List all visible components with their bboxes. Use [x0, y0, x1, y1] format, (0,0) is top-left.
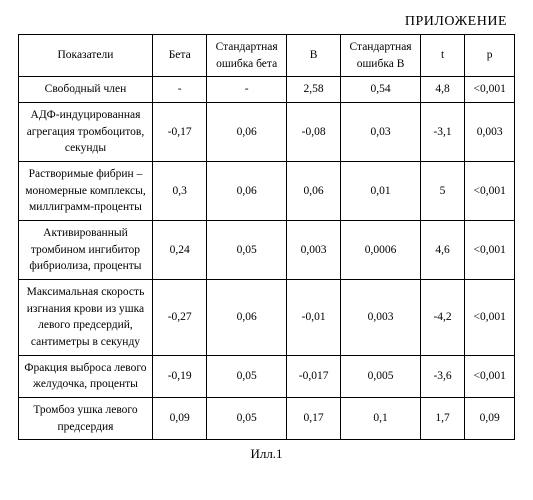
cell-p: 0,09 — [465, 398, 515, 440]
cell-se-b: 0,54 — [341, 77, 420, 103]
page: ПРИЛОЖЕНИЕ Показатели Бета Стандартная о… — [0, 0, 533, 470]
cell-label: Максимальная скорость изгнания крови из … — [19, 280, 153, 356]
table-header-row: Показатели Бета Стандартная ошибка бета … — [19, 35, 515, 77]
cell-beta: 0,3 — [152, 162, 207, 221]
table-row: Фракция выброса левого желудочка, процен… — [19, 355, 515, 397]
cell-label: Растворимые фибрин – мономерные комплекс… — [19, 162, 153, 221]
table-row: Тромбоз ушка левого предсердия 0,09 0,05… — [19, 398, 515, 440]
cell-b: -0,08 — [286, 103, 341, 162]
cell-p: <0,001 — [465, 280, 515, 356]
cell-se-beta: - — [207, 77, 286, 103]
cell-b: 2,58 — [286, 77, 341, 103]
cell-t: -3,6 — [420, 355, 465, 397]
cell-p: <0,001 — [465, 221, 515, 280]
cell-se-beta: 0,05 — [207, 398, 286, 440]
cell-se-beta: 0,06 — [207, 103, 286, 162]
col-header-b: B — [286, 35, 341, 77]
cell-t: 1,7 — [420, 398, 465, 440]
regression-table: Показатели Бета Стандартная ошибка бета … — [18, 34, 515, 440]
table-body: Свободный член - - 2,58 0,54 4,8 <0,001 … — [19, 77, 515, 440]
col-header-se-b: Стандартная ошибка B — [341, 35, 420, 77]
cell-p: 0,003 — [465, 103, 515, 162]
col-header-p: p — [465, 35, 515, 77]
cell-beta: -0,27 — [152, 280, 207, 356]
cell-b: 0,06 — [286, 162, 341, 221]
cell-se-b: 0,03 — [341, 103, 420, 162]
cell-b: -0,017 — [286, 355, 341, 397]
cell-beta: - — [152, 77, 207, 103]
cell-label: Свободный член — [19, 77, 153, 103]
cell-se-b: 0,1 — [341, 398, 420, 440]
table-row: АДФ-индуцированная агрегация тромбоцитов… — [19, 103, 515, 162]
cell-label: Фракция выброса левого желудочка, процен… — [19, 355, 153, 397]
col-header-indicator: Показатели — [19, 35, 153, 77]
table-row: Максимальная скорость изгнания крови из … — [19, 280, 515, 356]
cell-t: 5 — [420, 162, 465, 221]
cell-se-beta: 0,06 — [207, 280, 286, 356]
cell-se-beta: 0,06 — [207, 162, 286, 221]
col-header-se-beta: Стандартная ошибка бета — [207, 35, 286, 77]
col-header-beta: Бета — [152, 35, 207, 77]
table-row: Растворимые фибрин – мономерные комплекс… — [19, 162, 515, 221]
cell-b: -0,01 — [286, 280, 341, 356]
cell-beta: 0,09 — [152, 398, 207, 440]
appendix-label: ПРИЛОЖЕНИЕ — [18, 14, 515, 30]
cell-b: 0,17 — [286, 398, 341, 440]
cell-se-beta: 0,05 — [207, 221, 286, 280]
cell-se-b: 0,0006 — [341, 221, 420, 280]
cell-p: <0,001 — [465, 162, 515, 221]
cell-beta: -0,17 — [152, 103, 207, 162]
table-row: Свободный член - - 2,58 0,54 4,8 <0,001 — [19, 77, 515, 103]
cell-beta: 0,24 — [152, 221, 207, 280]
cell-b: 0,003 — [286, 221, 341, 280]
col-header-t: t — [420, 35, 465, 77]
cell-beta: -0,19 — [152, 355, 207, 397]
table-row: Активированный тромбином ингибитор фибри… — [19, 221, 515, 280]
cell-p: <0,001 — [465, 355, 515, 397]
cell-t: -4,2 — [420, 280, 465, 356]
cell-label: Тромбоз ушка левого предсердия — [19, 398, 153, 440]
cell-t: 4,6 — [420, 221, 465, 280]
cell-label: Активированный тромбином ингибитор фибри… — [19, 221, 153, 280]
cell-se-b: 0,01 — [341, 162, 420, 221]
cell-t: -3,1 — [420, 103, 465, 162]
cell-p: <0,001 — [465, 77, 515, 103]
cell-se-b: 0,003 — [341, 280, 420, 356]
cell-label: АДФ-индуцированная агрегация тромбоцитов… — [19, 103, 153, 162]
cell-se-b: 0,005 — [341, 355, 420, 397]
cell-se-beta: 0,05 — [207, 355, 286, 397]
figure-caption: Илл.1 — [18, 446, 515, 462]
cell-t: 4,8 — [420, 77, 465, 103]
